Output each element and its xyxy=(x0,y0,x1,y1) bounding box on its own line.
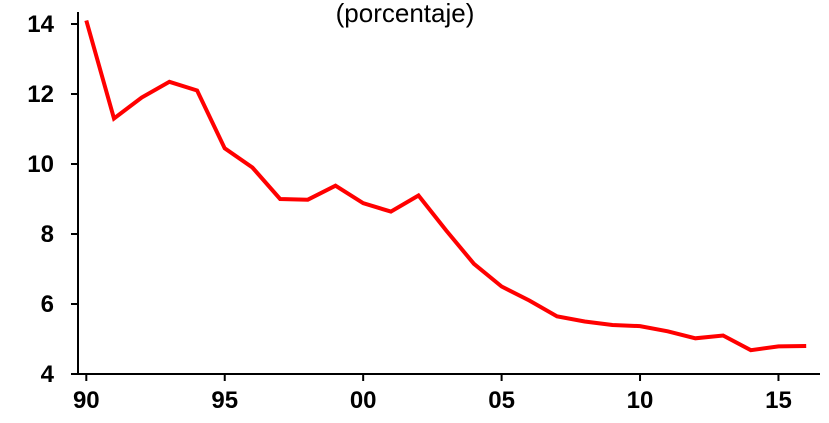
x-axis-ticks: 90 95 00 05 10 15 xyxy=(73,374,792,414)
x-tick-label: 05 xyxy=(488,387,515,414)
x-tick-label: 90 xyxy=(73,387,100,414)
x-tick-label: 00 xyxy=(350,387,377,414)
series-layer xyxy=(84,19,807,353)
y-axis-ticks: 4 6 8 10 12 14 xyxy=(27,11,78,388)
y-tick-label: 14 xyxy=(27,11,54,38)
x-tick-label: 15 xyxy=(765,387,792,414)
x-tick-label: 95 xyxy=(211,387,238,414)
chart-subtitle: (porcentaje) xyxy=(336,0,475,28)
y-tick-label: 8 xyxy=(41,221,54,248)
y-tick-label: 10 xyxy=(27,151,54,178)
y-tick-label: 4 xyxy=(41,361,55,388)
y-tick-label: 6 xyxy=(41,291,54,318)
series-line xyxy=(84,19,807,353)
y-tick-label: 12 xyxy=(27,81,54,108)
x-tick-label: 10 xyxy=(627,387,654,414)
